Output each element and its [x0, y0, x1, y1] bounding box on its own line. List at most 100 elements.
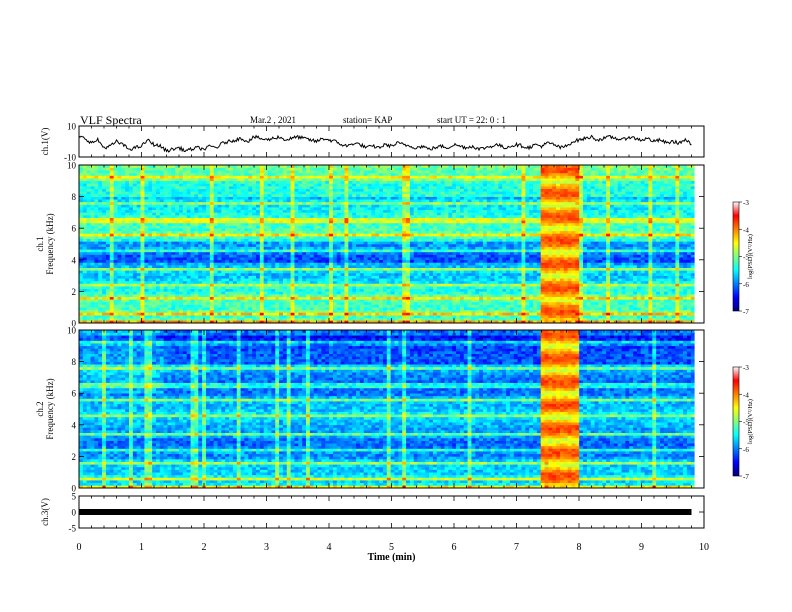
spectrogram-cell: [329, 215, 334, 218]
spectrogram-cell: [90, 278, 95, 282]
spectrogram-cell: [129, 249, 134, 253]
spectrogram-cell: [244, 309, 249, 313]
spectrogram-cell: [371, 280, 376, 284]
spectrogram-cell: [229, 259, 234, 263]
spectrogram-cell: [390, 172, 395, 176]
spectrogram-cell: [82, 288, 87, 292]
spectrogram-cell: [271, 315, 276, 319]
spectrogram-cell: [394, 170, 399, 174]
spectrogram-cell: [209, 209, 214, 213]
spectrogram-cell: [171, 212, 176, 216]
spectrogram-cell: [306, 207, 311, 211]
spectrogram-cell: [175, 196, 180, 200]
spectrogram-cell: [321, 254, 326, 258]
spectrogram-cell: [79, 165, 84, 168]
spectrogram-cell: [90, 180, 95, 184]
spectrogram-cell: [336, 178, 341, 182]
spectrogram-cell: [98, 180, 103, 184]
spectrogram-cell: [205, 307, 211, 311]
spectrogram-cell: [113, 304, 118, 308]
spectrogram-cell: [229, 188, 234, 192]
spectrogram-cell: [182, 167, 188, 171]
spectrogram-cell: [302, 294, 307, 297]
spectrogram-cell: [356, 246, 361, 250]
spectrogram-cell: [275, 225, 280, 229]
spectrogram-cell: [321, 230, 326, 234]
spectrogram-cell: [205, 267, 211, 271]
spectrogram-cell: [155, 225, 161, 229]
spectrogram-cell: [255, 165, 261, 168]
spectrogram-cell: [390, 241, 395, 245]
spectrogram-cell: [259, 315, 264, 319]
spectrogram-cell: [263, 188, 268, 192]
spectrogram-cell: [375, 288, 380, 292]
spectrogram-cell: [267, 270, 272, 274]
spectrogram-cell: [379, 244, 384, 247]
spectrogram-cell: [217, 241, 222, 245]
spectrogram-cell: [240, 262, 245, 266]
spectrogram-cell: [336, 183, 341, 187]
spectrogram-cell: [321, 209, 326, 213]
spectrogram-cell: [332, 267, 338, 271]
spectrogram-cell: [90, 193, 95, 197]
spectrogram-cell: [259, 317, 264, 321]
spectrogram-cell: [340, 191, 345, 195]
spectrogram-cell: [386, 309, 391, 313]
spectrogram-cell: [240, 191, 245, 195]
spectrogram-cell: [332, 186, 338, 189]
spectrogram-cell: [294, 294, 299, 297]
spectrogram-cell: [298, 220, 303, 224]
spectrogram-cell: [275, 315, 280, 319]
spectrogram-cell: [217, 294, 222, 297]
spectrogram-cell: [382, 228, 388, 232]
spectrogram-cell: [136, 180, 141, 184]
spectrogram-cell: [217, 265, 222, 268]
spectrogram-cell: [286, 225, 291, 229]
spectrogram-cell: [352, 254, 357, 258]
spectrogram-cell: [171, 244, 176, 247]
spectrogram-cell: [382, 207, 388, 211]
spectrogram-cell: [117, 286, 122, 290]
spectrogram-cell: [275, 201, 280, 205]
spectrogram-cell: [336, 220, 341, 224]
spectrogram-cell: [198, 286, 203, 290]
spectrogram-cell: [102, 186, 107, 189]
spectrogram-cell: [255, 307, 261, 311]
spectrogram-cell: [225, 165, 230, 168]
spectrogram-cell: [379, 196, 384, 200]
spectrogram-cell: [109, 251, 114, 255]
spectrogram-cell: [121, 309, 126, 313]
spectrogram-cell: [117, 246, 122, 250]
spectrogram-cell: [129, 257, 134, 261]
spectrogram-cell: [367, 175, 372, 179]
spectrogram-cell: [175, 317, 180, 321]
spectrogram-cell: [252, 191, 257, 195]
spectrogram-cell: [102, 188, 107, 192]
spectrogram-cell: [94, 193, 99, 197]
spectrogram-cell: [236, 278, 241, 282]
spectrogram-cell: [209, 170, 214, 174]
spectrogram-cell: [152, 246, 157, 250]
spectrogram-cell: [121, 186, 126, 189]
spectrogram-cell: [113, 301, 118, 305]
spectrogram-cell: [202, 280, 207, 284]
spectrogram-cell: [155, 283, 161, 287]
spectrogram-cell: [148, 238, 153, 242]
spectrogram-cell: [306, 228, 311, 232]
spectrogram-cell: [186, 180, 191, 184]
spectrogram-cell: [190, 209, 195, 213]
spectrogram-cell: [275, 228, 280, 232]
spectrogram-cell: [232, 280, 238, 284]
spectrogram-cell: [159, 222, 164, 226]
spectrogram-cell: [329, 199, 334, 203]
spectrogram-cell: [252, 312, 257, 316]
spectrogram-cell: [182, 304, 188, 308]
spectrogram-cell: [113, 262, 118, 266]
spectrogram-cell: [221, 175, 226, 179]
spectrogram-cell: [98, 307, 103, 311]
spectrogram-cell: [221, 294, 226, 297]
spectrogram-cell: [263, 238, 268, 242]
spectrogram-cell: [321, 199, 326, 203]
spectrogram-cell: [321, 283, 326, 287]
spectrogram-cell: [263, 170, 268, 174]
